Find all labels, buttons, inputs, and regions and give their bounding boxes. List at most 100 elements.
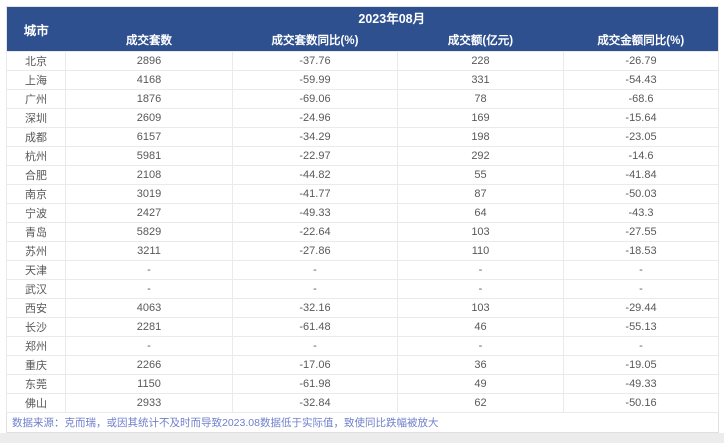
units-yoy-cell: -22.97: [232, 146, 398, 166]
units-cell: 5829: [65, 222, 233, 242]
city-cell: 郑州: [6, 336, 66, 356]
amount-yoy-cell: -19.05: [562, 355, 720, 375]
amount-cell: -: [397, 336, 564, 356]
table-row: 北京 2896 -37.76 228 -26.79: [6, 51, 720, 71]
column-header-amount-yoy: 成交金额同比(%): [563, 28, 719, 52]
amount-cell: 46: [397, 317, 564, 337]
amount-yoy-cell: -68.6: [562, 89, 720, 109]
units-cell: 2933: [65, 393, 233, 413]
amount-yoy-cell: -15.64: [562, 108, 720, 128]
amount-yoy-cell: -26.79: [562, 51, 720, 71]
table-row: 合肥 2108 -44.82 55 -41.84: [6, 165, 720, 185]
units-yoy-cell: -41.77: [232, 184, 398, 204]
city-cell: 成都: [6, 127, 66, 147]
units-yoy-cell: -49.33: [232, 203, 398, 223]
city-column-header: 城市: [6, 6, 66, 52]
amount-cell: -: [397, 260, 564, 280]
units-yoy-cell: -32.16: [232, 298, 398, 318]
page-bottom-strip: [0, 433, 724, 443]
amount-yoy-cell: -: [562, 336, 720, 356]
units-yoy-cell: -24.96: [232, 108, 398, 128]
units-cell: 5981: [65, 146, 233, 166]
units-cell: 2266: [65, 355, 233, 375]
city-cell: 重庆: [6, 355, 66, 375]
city-cell: 合肥: [6, 165, 66, 185]
units-cell: 6157: [65, 127, 233, 147]
city-cell: 苏州: [6, 241, 66, 261]
city-cell: 天津: [6, 260, 66, 280]
units-cell: 1150: [65, 374, 233, 394]
column-header-units-yoy: 成交套数同比(%): [232, 28, 398, 52]
table-row: 广州 1876 -69.06 78 -68.6: [6, 89, 720, 109]
units-cell: 3019: [65, 184, 233, 204]
amount-yoy-cell: -43.3: [562, 203, 720, 223]
amount-cell: 103: [397, 222, 564, 242]
table-row: 郑州 - - - -: [6, 336, 720, 356]
units-cell: 1876: [65, 89, 233, 109]
city-cell: 上海: [6, 70, 66, 90]
table-row: 杭州 5981 -22.97 292 -14.6: [6, 146, 720, 166]
table-footer: 数据来源：克而瑞，或因其统计不及时而导致2023.08数据低于实际值，致使同比跌…: [5, 412, 720, 433]
table-row: 宁波 2427 -49.33 64 -43.3: [6, 203, 720, 223]
city-cell: 青岛: [6, 222, 66, 242]
city-cell: 宁波: [6, 203, 66, 223]
table-row: 南京 3019 -41.77 87 -50.03: [6, 184, 720, 204]
units-cell: -: [65, 260, 233, 280]
amount-yoy-cell: -14.6: [562, 146, 720, 166]
amount-cell: 36: [397, 355, 564, 375]
amount-cell: -: [397, 279, 564, 299]
city-cell: 西安: [6, 298, 66, 318]
units-yoy-cell: -: [232, 336, 398, 356]
table-header: 城市 2023年08月 成交套数 成交套数同比(%) 成交额(亿元) 成交金额同…: [6, 6, 719, 52]
amount-yoy-cell: -: [562, 279, 720, 299]
units-cell: 3211: [65, 241, 233, 261]
amount-cell: 292: [397, 146, 564, 166]
units-yoy-cell: -69.06: [232, 89, 398, 109]
units-cell: -: [65, 279, 233, 299]
units-yoy-cell: -59.99: [232, 70, 398, 90]
table-row: 西安 4063 -32.16 103 -29.44: [6, 298, 720, 318]
header-row-columns: 成交套数 成交套数同比(%) 成交额(亿元) 成交金额同比(%): [7, 28, 719, 52]
amount-yoy-cell: -50.03: [562, 184, 720, 204]
table-row: 武汉 - - - -: [6, 279, 720, 299]
amount-cell: 198: [397, 127, 564, 147]
transactions-table: 城市 2023年08月 成交套数 成交套数同比(%) 成交额(亿元) 成交金额同…: [5, 6, 720, 433]
units-yoy-cell: -37.76: [232, 51, 398, 71]
city-cell: 武汉: [6, 279, 66, 299]
column-header-amount: 成交额(亿元): [397, 28, 564, 52]
amount-yoy-cell: -50.16: [562, 393, 720, 413]
city-cell: 深圳: [6, 108, 66, 128]
units-yoy-cell: -17.06: [232, 355, 398, 375]
table-body: 北京 2896 -37.76 228 -26.79 上海 4168 -59.99 331 -54.…: [6, 51, 720, 413]
amount-cell: 331: [397, 70, 564, 90]
footnote: 数据来源：克而瑞，或因其统计不及时而导致2023.08数据低于实际值，致使同比跌…: [5, 412, 720, 433]
amount-cell: 64: [397, 203, 564, 223]
amount-yoy-cell: -49.33: [562, 374, 720, 394]
footnote-row: 数据来源：克而瑞，或因其统计不及时而导致2023.08数据低于实际值，致使同比跌…: [5, 412, 720, 433]
units-cell: -: [65, 336, 233, 356]
period-header: 2023年08月: [65, 6, 719, 28]
units-cell: 4063: [65, 298, 233, 318]
units-yoy-cell: -22.64: [232, 222, 398, 242]
amount-yoy-cell: -: [562, 260, 720, 280]
amount-yoy-cell: -55.13: [562, 317, 720, 337]
amount-cell: 49: [397, 374, 564, 394]
units-cell: 2281: [65, 317, 233, 337]
amount-yoy-cell: -29.44: [562, 298, 720, 318]
units-yoy-cell: -61.48: [232, 317, 398, 337]
amount-cell: 228: [397, 51, 564, 71]
city-cell: 杭州: [6, 146, 66, 166]
units-cell: 2609: [65, 108, 233, 128]
city-cell: 长沙: [6, 317, 66, 337]
amount-yoy-cell: -41.84: [562, 165, 720, 185]
units-yoy-cell: -27.86: [232, 241, 398, 261]
units-yoy-cell: -34.29: [232, 127, 398, 147]
amount-cell: 87: [397, 184, 564, 204]
units-yoy-cell: -61.98: [232, 374, 398, 394]
units-yoy-cell: -: [232, 279, 398, 299]
amount-yoy-cell: -18.53: [562, 241, 720, 261]
city-cell: 佛山: [6, 393, 66, 413]
amount-yoy-cell: -54.43: [562, 70, 720, 90]
table-row: 上海 4168 -59.99 331 -54.43: [6, 70, 720, 90]
